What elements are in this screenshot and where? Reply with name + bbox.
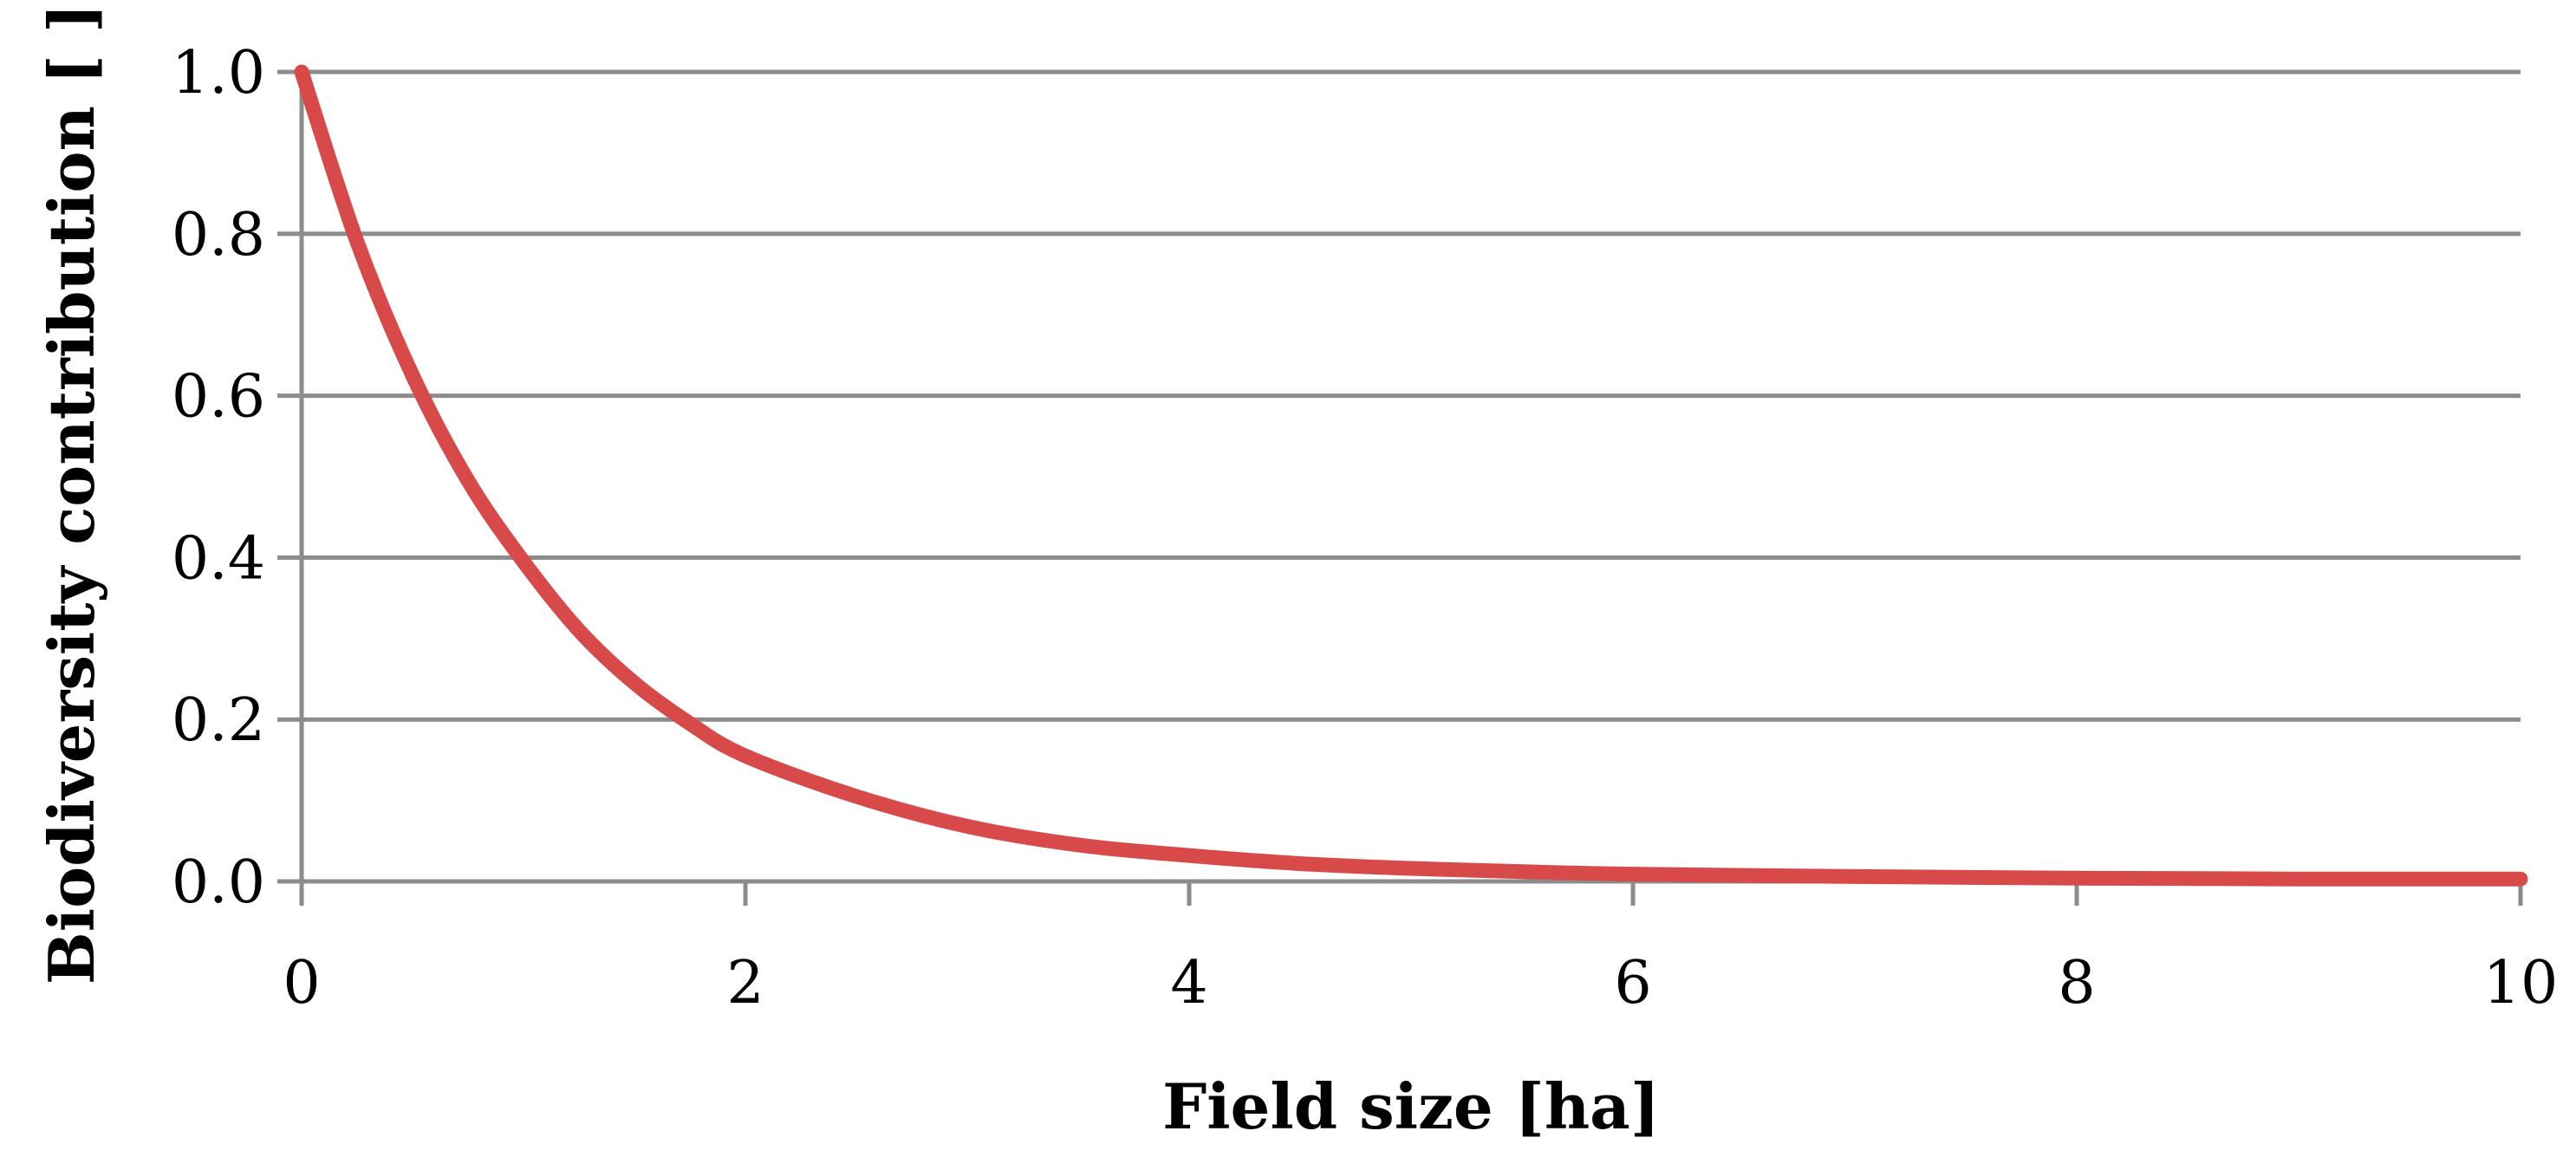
x-tick-label: 0 [283, 949, 320, 1017]
y-tick-label: 0.0 [172, 848, 265, 917]
x-tick-label: 6 [1614, 949, 1651, 1017]
gridlines [302, 69, 2521, 722]
axes [277, 72, 2521, 906]
x-tick-label: 8 [2058, 949, 2095, 1017]
y-tick-label: 1.0 [172, 39, 265, 107]
x-tick-label: 4 [1170, 949, 1207, 1017]
ticks [277, 69, 2523, 906]
x-axis-title: Field size [ha] [1162, 1069, 1660, 1143]
x-tick-label: 10 [2483, 949, 2559, 1017]
y-tick-label: 0.2 [172, 686, 265, 755]
x-tick-label: 2 [726, 949, 764, 1017]
series-line [294, 64, 2528, 887]
y-tick-label: 0.8 [172, 201, 265, 270]
tick-labels: 0.0 0.2 0.4 0.6 0.8 1.0 0 2 4 6 8 10 [172, 39, 2558, 1017]
y-axis-title: Biodiversity contribution [ ] [35, 3, 108, 985]
series [294, 64, 2528, 887]
y-tick-label: 0.4 [172, 524, 265, 593]
y-tick-label: 0.6 [172, 363, 265, 432]
